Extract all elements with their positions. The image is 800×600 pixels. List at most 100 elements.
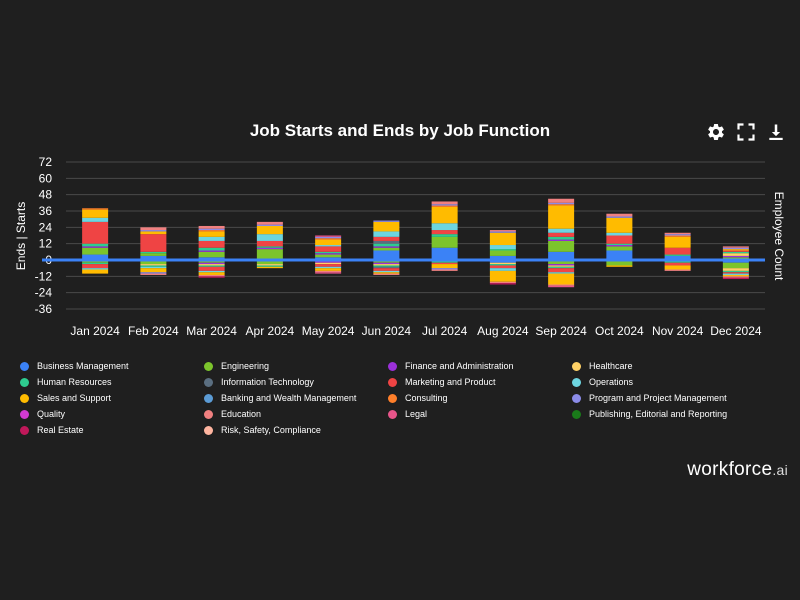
legend-item[interactable]: Finance and Administration <box>388 358 572 374</box>
bar-segment-end[interactable] <box>140 265 167 267</box>
bar-segment-start[interactable] <box>315 251 342 254</box>
bar-segment-start[interactable] <box>315 235 342 237</box>
bar-segment-end[interactable] <box>315 261 342 263</box>
bar-segment-end[interactable] <box>315 262 342 265</box>
legend-item[interactable]: Banking and Wealth Management <box>204 390 388 406</box>
bar-segment-start[interactable] <box>140 231 167 235</box>
bar-segment-end[interactable] <box>140 273 167 275</box>
bar-segment-start[interactable] <box>722 247 749 250</box>
bar-segment-end[interactable] <box>140 264 167 266</box>
bar-segment-start[interactable] <box>489 250 516 256</box>
bar-segment-start[interactable] <box>431 206 458 224</box>
bar-segment-end[interactable] <box>140 268 167 273</box>
bar-segment-start[interactable] <box>373 250 400 260</box>
bar-segment-start[interactable] <box>82 209 109 218</box>
bar-segment-end[interactable] <box>373 261 400 263</box>
bar-segment-start[interactable] <box>140 234 167 252</box>
bar-segment-end[interactable] <box>373 272 400 274</box>
bar-segment-start[interactable] <box>489 231 516 233</box>
bar-segment-end[interactable] <box>548 272 575 274</box>
bar-segment-start[interactable] <box>664 236 691 248</box>
bar-segment-start[interactable] <box>198 251 225 258</box>
bar-segment-start[interactable] <box>548 232 575 237</box>
bar-segment-end[interactable] <box>373 268 400 271</box>
bar-segment-end[interactable] <box>548 264 575 266</box>
bar-segment-end[interactable] <box>198 265 225 267</box>
bar-segment-start[interactable] <box>315 236 342 239</box>
bar-segment-start[interactable] <box>606 246 633 251</box>
bar-segment-end[interactable] <box>722 273 749 275</box>
legend-item[interactable]: Engineering <box>204 358 388 374</box>
bar-segment-end[interactable] <box>548 284 575 286</box>
bar-segment-start[interactable] <box>140 227 167 231</box>
bar-segment-start[interactable] <box>256 249 283 260</box>
bar-segment-start[interactable] <box>82 208 109 210</box>
bar-segment-end[interactable] <box>548 268 575 273</box>
bar-segment-start[interactable] <box>140 255 167 260</box>
legend-item[interactable]: Education <box>204 406 388 422</box>
bar-segment-start[interactable] <box>431 247 458 260</box>
bar-segment-start[interactable] <box>606 250 633 260</box>
bar-segment-start[interactable] <box>606 245 633 247</box>
bar-segment-end[interactable] <box>256 265 283 267</box>
legend-item[interactable]: Real Estate <box>20 422 204 438</box>
bar-segment-start[interactable] <box>664 254 691 256</box>
bar-segment-start[interactable] <box>315 239 342 246</box>
bar-segment-start[interactable] <box>256 221 283 225</box>
bar-segment-start[interactable] <box>315 238 342 240</box>
bar-segment-start[interactable] <box>606 216 633 218</box>
bar-segment-end[interactable] <box>373 270 400 273</box>
gear-icon[interactable] <box>706 122 726 142</box>
bar-segment-end[interactable] <box>373 266 400 269</box>
bar-segment-start[interactable] <box>256 240 283 247</box>
bar-segment-end[interactable] <box>140 272 167 274</box>
bar-segment-start[interactable] <box>722 257 749 259</box>
bar-segment-start[interactable] <box>548 240 575 252</box>
bar-segment-start[interactable] <box>431 205 458 207</box>
bar-segment-start[interactable] <box>548 205 575 229</box>
bar-segment-end[interactable] <box>664 262 691 266</box>
bar-segment-end[interactable] <box>82 268 109 270</box>
bar-segment-start[interactable] <box>431 236 458 248</box>
bar-segment-end[interactable] <box>548 273 575 285</box>
bar-segment-end[interactable] <box>489 268 516 271</box>
bar-segment-end[interactable] <box>548 285 575 288</box>
bar-segment-end[interactable] <box>315 266 342 269</box>
bar-segment-start[interactable] <box>722 253 749 256</box>
bar-segment-start[interactable] <box>373 246 400 248</box>
legend-item[interactable]: Risk, Safety, Compliance <box>204 422 388 438</box>
bar-segment-start[interactable] <box>431 230 458 235</box>
bar-segment-start[interactable] <box>548 239 575 241</box>
bar-segment-end[interactable] <box>373 273 400 275</box>
bar-segment-end[interactable] <box>664 265 691 270</box>
bar-segment-end[interactable] <box>82 269 109 274</box>
bar-segment-end[interactable] <box>431 262 458 265</box>
bar-segment-start[interactable] <box>198 225 225 229</box>
bar-segment-end[interactable] <box>198 266 225 271</box>
bar-segment-end[interactable] <box>256 264 283 266</box>
bar-segment-start[interactable] <box>82 221 109 244</box>
bar-segment-end[interactable] <box>548 265 575 267</box>
bar-segment-end[interactable] <box>256 260 283 265</box>
bar-segment-end[interactable] <box>431 268 458 270</box>
bar-segment-start[interactable] <box>722 250 749 252</box>
bar-segment-start[interactable] <box>548 228 575 233</box>
bar-segment-start[interactable] <box>548 204 575 206</box>
bar-segment-start[interactable] <box>198 247 225 251</box>
bar-segment-end[interactable] <box>315 264 342 267</box>
legend-item[interactable]: Healthcare <box>572 358 772 374</box>
bar-segment-start[interactable] <box>82 243 109 247</box>
bar-segment-end[interactable] <box>431 264 458 269</box>
bar-segment-start[interactable] <box>548 251 575 260</box>
bar-segment-start[interactable] <box>606 243 633 246</box>
bar-segment-start[interactable] <box>256 246 283 248</box>
bar-segment-end[interactable] <box>373 264 400 266</box>
bar-segment-start[interactable] <box>82 217 109 222</box>
bar-segment-end[interactable] <box>82 264 109 269</box>
bar-segment-end[interactable] <box>606 260 633 266</box>
bar-segment-end[interactable] <box>489 262 516 265</box>
bar-segment-end[interactable] <box>198 270 225 273</box>
bar-segment-end[interactable] <box>198 262 225 265</box>
bar-segment-start[interactable] <box>315 253 342 255</box>
expand-icon[interactable] <box>736 122 756 142</box>
